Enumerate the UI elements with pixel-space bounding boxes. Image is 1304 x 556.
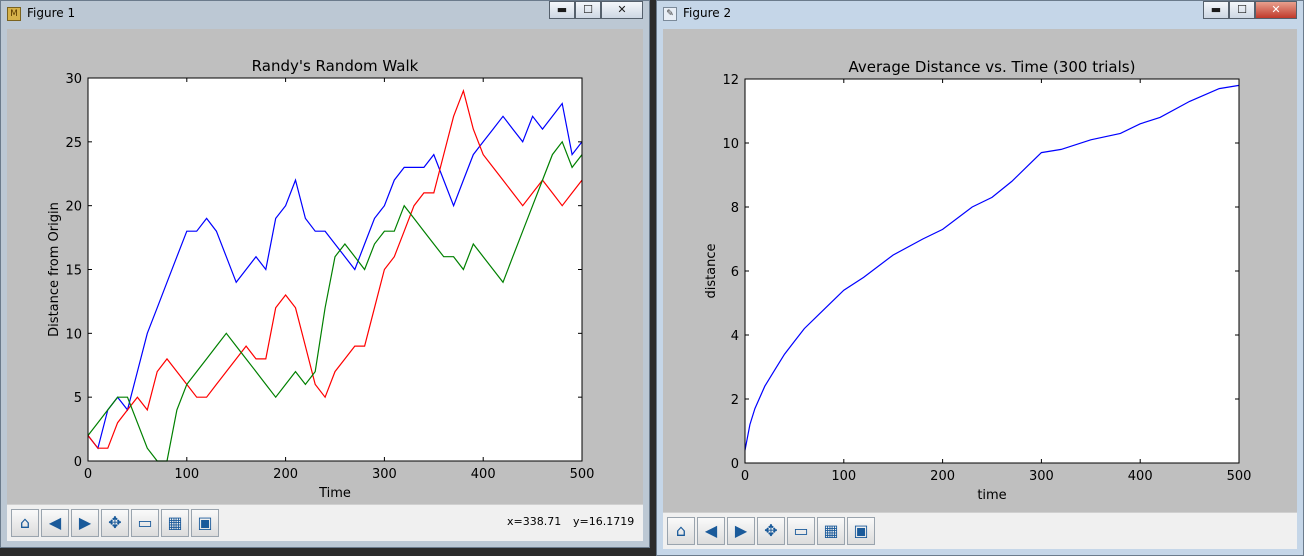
arrow-right-icon: ▶	[734, 521, 748, 540]
x-tick-label: 200	[930, 469, 955, 484]
x-tick-label: 300	[1029, 469, 1054, 484]
chart-average-distance[interactable]: 0 100 200 300 400 500 0 2 4 6 8 10 12 Average Distanc…	[663, 29, 1299, 507]
move-icon: ✥	[108, 513, 122, 532]
home-button[interactable]: ⌂	[667, 517, 695, 545]
save-button[interactable]: ▣	[191, 509, 219, 537]
x-axis-label: Time	[318, 486, 351, 501]
figure-canvas-area: 0 100 200 300 400 500 0 2 4 6 8 10 12 Average Distanc…	[663, 29, 1297, 549]
series-line-0	[87, 102, 583, 450]
y-tick-label: 2	[731, 393, 739, 408]
series-line-0	[744, 84, 1240, 451]
subplots-button[interactable]: ▦	[161, 509, 189, 537]
move-icon: ✥	[764, 521, 778, 540]
y-tick-label: 0	[731, 457, 739, 472]
zoom-button[interactable]: ▭	[787, 517, 815, 545]
y-axis-label: Distance from Origin	[47, 202, 62, 337]
pan-button[interactable]: ✥	[757, 517, 785, 545]
cursor-x-readout: x=338.71	[507, 515, 562, 528]
back-button[interactable]: ◀	[41, 509, 69, 537]
series-line-1	[87, 88, 583, 449]
figure-2-plot[interactable]: 0 100 200 300 400 500 0 2 4 6 8 10 12 Average Distanc…	[663, 29, 1297, 507]
subplots-button[interactable]: ▦	[817, 517, 845, 545]
y-axis-label: distance	[704, 243, 719, 298]
home-icon: ⌂	[675, 521, 687, 540]
x-tick-label: 0	[741, 469, 749, 484]
pan-button[interactable]: ✥	[101, 509, 129, 537]
subplots-icon: ▦	[167, 513, 183, 532]
maximize-button[interactable]: ☐	[575, 1, 601, 19]
plot-area	[745, 79, 1239, 463]
navigation-toolbar: ⌂ ◀ ▶ ✥ ▭ ▦ ▣	[663, 512, 1297, 549]
x-tick-label: 100	[831, 469, 856, 484]
window-title: Figure 1	[27, 6, 76, 20]
back-button[interactable]: ◀	[697, 517, 725, 545]
figure-canvas-area: 0 100 200 300 400 500 0 5 10 15 20 25 30 Randy's Rand…	[7, 29, 643, 541]
minimize-button[interactable]: ▬	[1203, 1, 1229, 19]
arrow-right-icon: ▶	[78, 513, 92, 532]
titlebar[interactable]: M Figure 1 ▬ ☐ ✕	[1, 1, 649, 27]
save-button[interactable]: ▣	[847, 517, 875, 545]
close-button[interactable]: ✕	[1255, 1, 1297, 19]
x-tick-label: 100	[174, 467, 199, 482]
x-tick-label: 200	[273, 467, 298, 482]
y-tick-label: 4	[731, 329, 739, 344]
y-tick-label: 6	[731, 265, 739, 280]
arrow-left-icon: ◀	[704, 521, 718, 540]
navigation-toolbar: x=338.71 y=16.1719 ⌂ ◀ ▶ ✥ ▭ ▦ ▣	[7, 504, 643, 541]
forward-button[interactable]: ▶	[727, 517, 755, 545]
y-tick-label: 5	[74, 391, 82, 406]
close-button[interactable]: ✕	[601, 1, 643, 19]
chart-title: Randy's Random Walk	[252, 57, 419, 75]
feather-icon: ✎	[663, 7, 677, 21]
figure-1-window: M Figure 1 ▬ ☐ ✕ 0 100 200 300 400 500 0 5 10 15 2…	[0, 0, 650, 548]
y-tick-label: 10	[722, 137, 739, 152]
minimize-button[interactable]: ▬	[549, 1, 575, 19]
series-line-2	[87, 140, 583, 462]
figure-2-window: ✎ Figure 2 ▬ ☐ ✕ 0 100 200 300 400 500 0 2 4 6 8 10…	[656, 0, 1304, 556]
titlebar[interactable]: ✎ Figure 2 ▬ ☐ ✕	[657, 1, 1303, 27]
zoom-button[interactable]: ▭	[131, 509, 159, 537]
y-tick-label: 8	[731, 201, 739, 216]
x-tick-label: 400	[1128, 469, 1153, 484]
subplots-icon: ▦	[823, 521, 839, 540]
save-icon: ▣	[197, 513, 213, 532]
chart-title: Average Distance vs. Time (300 trials)	[849, 58, 1136, 76]
forward-button[interactable]: ▶	[71, 509, 99, 537]
y-tick-label: 12	[722, 73, 739, 88]
y-tick-label: 30	[65, 72, 82, 87]
x-tick-label: 400	[471, 467, 496, 482]
home-icon: ⌂	[19, 513, 31, 532]
y-tick-label: 25	[65, 136, 82, 151]
x-tick-label: 0	[84, 467, 92, 482]
chart-random-walk[interactable]: 0 100 200 300 400 500 0 5 10 15 20 25 30 Randy's Rand…	[7, 29, 645, 507]
y-tick-label: 10	[65, 327, 82, 342]
plot-area	[88, 78, 582, 461]
x-tick-label: 500	[1227, 469, 1252, 484]
home-button[interactable]: ⌂	[11, 509, 39, 537]
y-tick-label: 0	[74, 455, 82, 470]
window-title: Figure 2	[683, 6, 732, 20]
y-tick-label: 15	[65, 264, 82, 279]
save-icon: ▣	[853, 521, 869, 540]
x-tick-label: 500	[570, 467, 595, 482]
zoom-rect-icon: ▭	[137, 513, 153, 532]
cursor-y-readout: y=16.1719	[573, 515, 635, 528]
y-tick-label: 20	[65, 200, 82, 215]
x-axis-label: time	[977, 488, 1006, 503]
app-icon: M	[7, 7, 21, 21]
zoom-rect-icon: ▭	[793, 521, 809, 540]
figure-1-plot[interactable]: 0 100 200 300 400 500 0 5 10 15 20 25 30 Randy's Rand…	[7, 29, 643, 507]
arrow-left-icon: ◀	[48, 513, 62, 532]
x-tick-label: 300	[372, 467, 397, 482]
maximize-button[interactable]: ☐	[1229, 1, 1255, 19]
